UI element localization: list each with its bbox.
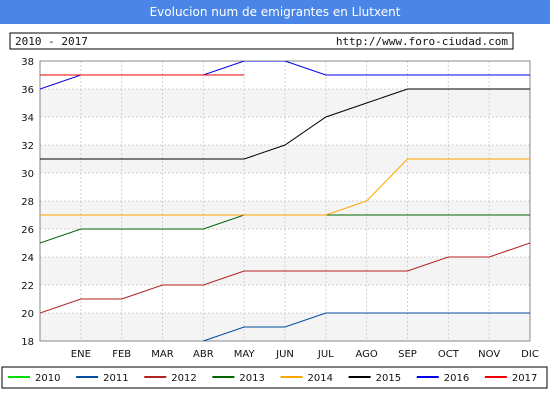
legend-label-2016: 2016 <box>444 373 469 384</box>
x-tick-label: SEP <box>398 349 417 360</box>
y-axis-labels: 18 20 22 24 26 28 30 32 34 36 38 <box>21 57 34 348</box>
y-tick-label: 18 <box>21 337 34 348</box>
series-lines <box>40 61 530 341</box>
x-tick-label: FEB <box>112 349 131 360</box>
y-tick-label: 38 <box>21 57 34 68</box>
period-label: 2010 - 2017 <box>15 35 88 48</box>
title-bar <box>0 0 550 24</box>
x-tick-label: OCT <box>438 349 460 360</box>
x-tick-label: MAR <box>151 349 173 360</box>
x-tick-label: ABR <box>193 349 214 360</box>
legend-entries: 2010 2011 2012 2013 2014 2015 2016 2017 <box>8 373 537 384</box>
chart-title: Evolucion num de emigrantes en Llutxent <box>150 5 401 19</box>
legend-label-2012: 2012 <box>171 373 196 384</box>
source-label: http://www.foro-ciudad.com <box>336 35 509 48</box>
legend-label-2010: 2010 <box>35 373 60 384</box>
x-tick-label: DIC <box>521 349 539 360</box>
x-tick-label: JUL <box>317 349 334 360</box>
x-tick-label: AGO <box>356 349 378 360</box>
y-tick-label: 26 <box>21 225 34 236</box>
x-tick-label: JUN <box>275 349 294 360</box>
info-box <box>9 32 514 50</box>
legend <box>1 366 548 389</box>
legend-label-2014: 2014 <box>308 373 333 384</box>
series-line-2011 <box>201 312 530 341</box>
y-tick-label: 20 <box>21 309 34 320</box>
legend-label-2017: 2017 <box>512 373 537 384</box>
legend-label-2011: 2011 <box>103 373 128 384</box>
y-tick-label: 34 <box>21 113 34 124</box>
y-tick-label: 30 <box>21 169 34 180</box>
x-tick-label: NOV <box>478 349 500 360</box>
x-tick-label: ENE <box>71 349 91 360</box>
y-tick-label: 22 <box>21 281 34 292</box>
legend-label-2015: 2015 <box>376 373 401 384</box>
y-tick-label: 24 <box>21 253 34 264</box>
y-tick-label: 36 <box>21 85 34 96</box>
series-line-2012 <box>40 242 530 314</box>
x-axis-labels: ENE FEB MAR ABR MAY JUN JUL AGO SEP OCT NOV DIC <box>71 349 539 360</box>
y-tick-label: 32 <box>21 141 34 152</box>
series-line-2015 <box>40 88 530 160</box>
series-line-2014 <box>40 158 530 216</box>
legend-label-2013: 2013 <box>239 373 264 384</box>
x-tick-label: MAY <box>234 349 256 360</box>
y-tick-label: 28 <box>21 197 34 208</box>
